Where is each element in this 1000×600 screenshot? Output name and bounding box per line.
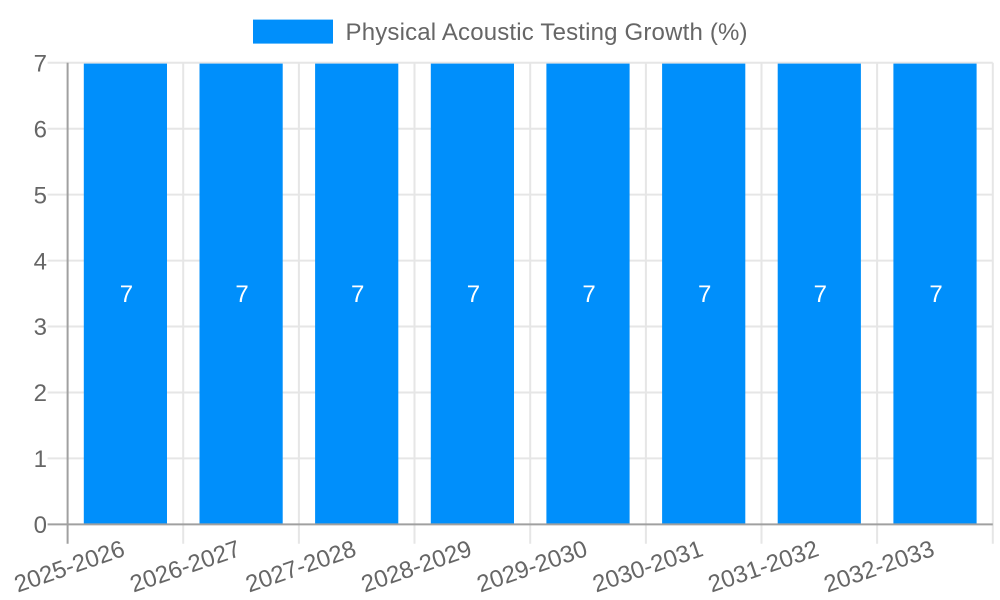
svg-text:7: 7	[235, 281, 248, 308]
svg-text:7: 7	[34, 50, 47, 77]
svg-text:7: 7	[120, 281, 133, 308]
svg-text:7: 7	[582, 281, 595, 308]
svg-text:7: 7	[929, 281, 942, 308]
svg-text:0: 0	[34, 512, 47, 539]
svg-text:5: 5	[34, 182, 47, 209]
svg-text:7: 7	[351, 281, 364, 308]
svg-text:7: 7	[467, 281, 480, 308]
svg-text:1: 1	[34, 446, 47, 473]
svg-text:4: 4	[34, 248, 47, 275]
svg-text:2: 2	[34, 380, 47, 407]
svg-text:7: 7	[814, 281, 827, 308]
svg-text:3: 3	[34, 314, 47, 341]
svg-text:6: 6	[34, 116, 47, 143]
svg-text:7: 7	[698, 281, 711, 308]
svg-text:Physical Acoustic Testing Grow: Physical Acoustic Testing Growth (%)	[346, 19, 748, 46]
